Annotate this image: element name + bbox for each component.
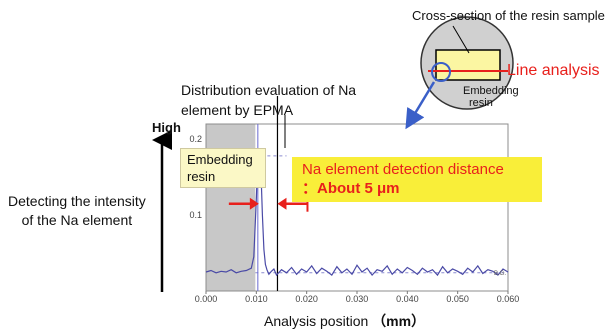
background-label: B.G.	[494, 271, 506, 277]
x-tick-label: 0.010	[245, 294, 268, 304]
y-axis-title-line1: Detecting the intensity	[8, 193, 146, 209]
x-tick-label: 0.040	[396, 294, 419, 304]
y-axis-title: Detecting the intensity of the Na elemen…	[8, 192, 146, 230]
distribution-title: Distribution evaluation of Na element by…	[181, 80, 356, 120]
y-axis-title-line2: of the Na element	[21, 212, 133, 228]
distribution-title-line2: element by EPMA	[181, 102, 294, 118]
x-axis-unit: （mm）	[372, 313, 426, 329]
y-axis-ticks: 0.1 0.2	[189, 134, 202, 220]
x-tick-label: 0.000	[195, 294, 218, 304]
inset-embedding-label: Embedding resin	[463, 85, 519, 109]
x-tick-label: 0.060	[497, 294, 520, 304]
distribution-title-line1: Distribution evaluation of Na	[181, 82, 357, 98]
cross-section-pointer	[452, 25, 470, 54]
analysis-spot	[431, 62, 451, 82]
x-axis-title: Analysis position （mm）	[264, 311, 425, 331]
detection-distance-arrow	[228, 195, 309, 212]
embedding-resin-line2: resin	[187, 169, 216, 184]
embedding-resin-line1: Embedding	[187, 152, 253, 167]
inset-to-plot-arrow	[405, 81, 436, 130]
embedding-resin-callout: Embedding resin	[180, 148, 266, 188]
x-tick-label: 0.020	[295, 294, 318, 304]
sample-inset	[420, 16, 514, 110]
na-detection-line1: Na element detection distance	[302, 161, 504, 178]
inset-embedding-line1: Embedding	[463, 85, 519, 97]
y-tick-label: 0.1	[189, 210, 202, 220]
x-tick-label: 0.030	[346, 294, 369, 304]
na-detection-line2: ：About 5 μm	[302, 180, 400, 197]
x-axis-ticks: 0.000 0.010 0.020 0.030 0.040 0.050 0.060	[195, 291, 520, 304]
x-tick-label: 0.050	[446, 294, 469, 304]
inset-embedding-line2: resin	[469, 97, 493, 109]
y-tick-label: 0.2	[189, 134, 202, 144]
inset-title: Cross-section of the resin sample	[412, 8, 605, 23]
line-analysis-label: Line analysis	[507, 62, 600, 79]
na-detection-callout: Na element detection distance ：About 5 μ…	[292, 157, 542, 202]
x-axis-label: Analysis position	[264, 313, 369, 329]
y-high-label: High	[152, 120, 181, 135]
